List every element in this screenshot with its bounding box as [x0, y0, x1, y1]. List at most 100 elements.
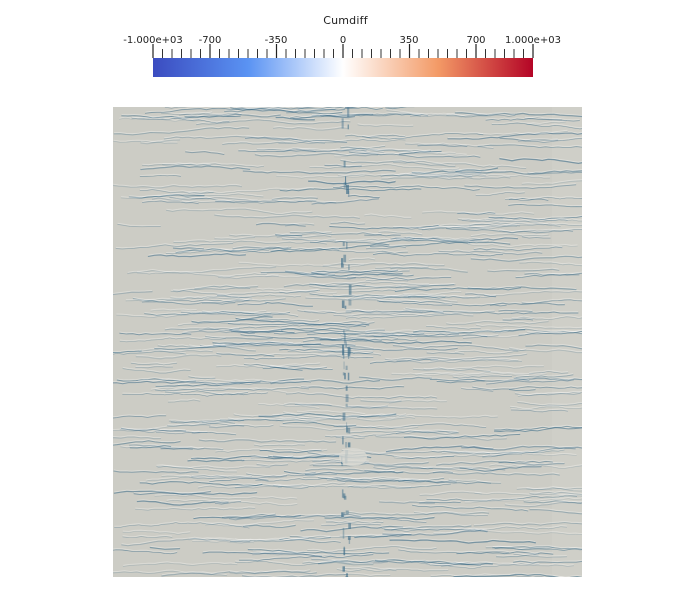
striation-highlight	[216, 352, 274, 356]
striation-highlight	[224, 107, 345, 112]
striation-highlight	[282, 237, 336, 241]
scalar-bar-title: Cumdiff	[323, 14, 368, 27]
striation-highlight	[448, 478, 501, 483]
striation	[365, 330, 509, 335]
striation	[445, 227, 574, 234]
striation-highlight	[399, 172, 550, 178]
striation-highlight	[326, 520, 384, 523]
seam-mark	[347, 107, 350, 118]
striation-highlight	[441, 561, 481, 566]
striation	[456, 551, 554, 555]
striation-highlight	[524, 271, 580, 275]
striation	[309, 293, 411, 298]
central-seam	[341, 107, 352, 577]
striation	[297, 310, 352, 314]
striation	[151, 197, 259, 202]
striation-highlight	[373, 465, 433, 469]
striation-highlight	[258, 403, 320, 408]
striation-highlight	[209, 476, 269, 481]
striation-highlight	[173, 239, 327, 244]
striation-highlight	[272, 413, 396, 419]
striation	[304, 310, 336, 314]
striation-highlight	[455, 169, 582, 174]
striation-highlight	[113, 139, 178, 143]
striation-highlight	[281, 326, 350, 331]
striation	[156, 432, 208, 435]
render-view[interactable]	[113, 107, 582, 577]
striation-highlight	[505, 500, 582, 506]
striation-highlight	[436, 379, 485, 383]
striation	[364, 470, 395, 473]
striation	[473, 522, 582, 527]
striation-highlight	[122, 391, 268, 396]
striation-highlight	[498, 308, 533, 311]
surface-background	[113, 107, 582, 577]
striation	[201, 298, 286, 304]
striation-highlight	[366, 244, 406, 248]
striation-highlight	[215, 499, 241, 504]
striation-highlight	[487, 267, 559, 271]
striation	[421, 224, 521, 231]
striation-highlight	[410, 112, 488, 117]
striation-highlight	[166, 207, 313, 214]
striation-highlight	[278, 483, 412, 488]
striation-highlight	[313, 461, 429, 466]
striation-highlight	[290, 230, 382, 235]
seam-mark	[346, 241, 348, 250]
scalar-bar-label-6: 1.000e+03	[505, 35, 561, 46]
striation-highlight	[398, 478, 491, 483]
striation-highlight	[413, 327, 525, 333]
striation-highlight	[517, 401, 582, 406]
striation-highlight	[381, 527, 488, 532]
striation-highlight	[472, 385, 582, 390]
striation	[405, 308, 512, 315]
seam-mark	[345, 385, 348, 391]
striation-highlight	[391, 527, 481, 530]
striation	[393, 225, 491, 231]
striation-highlight	[166, 248, 269, 254]
striation-highlight	[237, 301, 267, 304]
striation	[172, 247, 205, 250]
striation	[182, 330, 283, 334]
striation-highlight	[279, 347, 373, 353]
striation	[292, 115, 356, 120]
striation	[135, 366, 174, 369]
striation	[448, 479, 502, 484]
striation-highlight	[327, 476, 421, 480]
striation	[470, 255, 582, 262]
striation-highlight	[524, 499, 582, 503]
striation	[485, 118, 580, 122]
striation-highlight	[140, 138, 180, 144]
striation	[374, 559, 494, 566]
striation-highlight	[370, 240, 510, 247]
striation	[245, 473, 337, 478]
striation-highlight	[333, 312, 474, 316]
striation-highlight	[294, 402, 332, 405]
striation	[170, 294, 302, 299]
striation	[139, 481, 263, 487]
striation-highlight	[259, 411, 396, 417]
striation	[191, 431, 237, 436]
striation	[122, 531, 191, 535]
striation-highlight	[502, 317, 533, 320]
striation	[240, 334, 342, 341]
striation-highlight	[175, 246, 291, 252]
striation	[256, 289, 337, 295]
striation-highlight	[222, 512, 276, 517]
striation	[364, 234, 401, 237]
striation-highlight	[309, 292, 411, 297]
striation	[403, 292, 462, 296]
striation-highlight	[140, 173, 181, 176]
striation	[270, 379, 381, 385]
striation	[154, 386, 310, 392]
striation	[319, 338, 472, 345]
striation-highlight	[454, 348, 527, 354]
striation	[431, 449, 565, 455]
striation	[336, 569, 397, 572]
striation-highlight	[309, 282, 454, 288]
striation	[348, 295, 497, 300]
striation	[135, 507, 256, 511]
striation	[284, 270, 403, 277]
striation	[279, 290, 320, 294]
seam-mark	[341, 258, 344, 265]
